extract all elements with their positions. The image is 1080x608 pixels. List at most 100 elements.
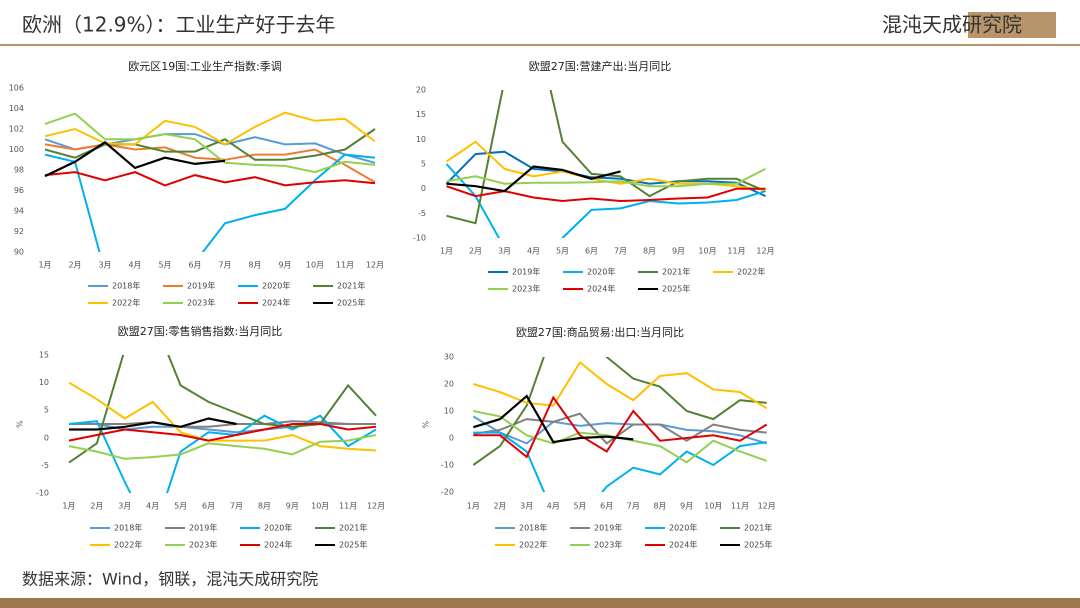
- y-tick-label: -20: [441, 488, 454, 497]
- x-tick-label: 11月: [727, 247, 745, 256]
- legend-label: 2018年: [519, 523, 547, 533]
- x-tick-label: 1月: [440, 247, 453, 256]
- source-note: 数据来源：Wind，钢联，混沌天成研究院: [22, 570, 318, 589]
- x-tick-label: 3月: [118, 502, 131, 511]
- series-line: [68, 414, 377, 493]
- legend-label: 2019年: [594, 523, 622, 533]
- x-tick-label: 6月: [188, 261, 201, 270]
- x-tick-label: 1月: [467, 502, 480, 511]
- x-tick-label: 3月: [520, 502, 533, 511]
- legend-label: 2024年: [669, 540, 697, 550]
- legend-label: 2023年: [189, 540, 217, 550]
- x-tick-label: 4月: [146, 502, 159, 511]
- legend-label: 2019年: [512, 267, 540, 277]
- x-tick-label: 5月: [158, 261, 171, 270]
- legend-label: 2024年: [264, 540, 292, 550]
- x-tick-label: 12月: [758, 502, 776, 511]
- y-tick-label: 10: [444, 407, 454, 416]
- x-tick-label: 6月: [585, 247, 598, 256]
- y-tick-label: 5: [44, 406, 49, 415]
- legend-label: 2020年: [587, 267, 615, 277]
- legend-label: 2022年: [112, 298, 140, 308]
- x-tick-label: 2月: [493, 502, 506, 511]
- y-tick-label: 90: [14, 248, 24, 257]
- series-line: [445, 150, 766, 198]
- legend-label: 2022年: [114, 540, 142, 550]
- x-tick-label: 11月: [339, 502, 357, 511]
- x-tick-label: 5月: [573, 502, 586, 511]
- x-tick-label: 9月: [680, 502, 693, 511]
- y-tick-label: 96: [14, 186, 24, 195]
- y-tick-label: 106: [9, 84, 24, 93]
- y-tick-label: 104: [9, 104, 24, 113]
- logo: 混沌天成研究院: [882, 13, 1022, 37]
- y-axis-label: %: [422, 420, 431, 428]
- plot-area: [68, 355, 377, 493]
- legend-label: 2023年: [512, 284, 540, 294]
- y-tick-label: 100: [9, 145, 24, 154]
- chart-title: 欧元区19国:工业生产指数:季调: [128, 59, 281, 73]
- x-tick-label: 10月: [306, 261, 324, 270]
- x-tick-label: 7月: [627, 502, 640, 511]
- legend-label: 2021年: [744, 523, 772, 533]
- x-tick-label: 12月: [366, 261, 384, 270]
- chart-title: 欧盟27国:零售销售指数:当月同比: [118, 324, 282, 338]
- series-line: [44, 140, 226, 178]
- y-axis-label: %: [16, 420, 25, 428]
- chart-title: 欧盟27国:商品贸易:出口:当月同比: [516, 325, 684, 339]
- series-line: [44, 153, 376, 252]
- y-tick-label: 20: [444, 380, 454, 389]
- series-line: [446, 168, 766, 188]
- series-line: [473, 360, 768, 410]
- legend-label: 2025年: [744, 540, 772, 550]
- y-tick-label: 5: [421, 160, 426, 169]
- x-tick-label: 11月: [336, 261, 354, 270]
- legend-label: 2023年: [594, 540, 622, 550]
- series-line: [472, 357, 767, 466]
- x-tick-label: 4月: [547, 502, 560, 511]
- legend-label: 2021年: [337, 281, 365, 291]
- series-line: [473, 395, 768, 459]
- x-tick-label: 7月: [230, 502, 243, 511]
- slide-title: 欧洲（12.9%）：工业生产好于去年: [22, 13, 336, 37]
- x-tick-label: 1月: [62, 502, 75, 511]
- legend-label: 2020年: [264, 523, 292, 533]
- plot-area: [472, 357, 768, 492]
- legend-label: 2019年: [189, 523, 217, 533]
- x-tick-label: 4月: [128, 261, 141, 270]
- x-tick-label: 7月: [218, 261, 231, 270]
- legend-label: 2021年: [339, 523, 367, 533]
- x-tick-label: 2月: [68, 261, 81, 270]
- x-tick-label: 6月: [600, 502, 613, 511]
- y-tick-label: 94: [14, 207, 24, 216]
- legend-label: 2023年: [187, 298, 215, 308]
- legend-label: 2020年: [262, 281, 290, 291]
- series-line: [472, 415, 767, 445]
- x-tick-label: 10月: [311, 502, 329, 511]
- series-line: [473, 431, 767, 492]
- x-tick-label: 4月: [527, 247, 540, 256]
- x-tick-label: 1月: [38, 261, 51, 270]
- plot-area: [445, 90, 766, 238]
- legend-label: 2022年: [737, 267, 765, 277]
- legend-label: 2021年: [662, 267, 690, 277]
- x-tick-label: 8月: [258, 502, 271, 511]
- y-tick-label: 92: [14, 227, 24, 236]
- y-tick-label: 10: [39, 378, 49, 387]
- x-tick-label: 3月: [98, 261, 111, 270]
- x-tick-label: 9月: [286, 502, 299, 511]
- logo-box: [968, 12, 1056, 38]
- x-tick-label: 8月: [653, 502, 666, 511]
- series-line: [44, 111, 376, 146]
- series-line: [472, 394, 634, 444]
- series-line: [446, 165, 621, 193]
- series-line: [473, 412, 767, 445]
- series-line: [68, 434, 377, 460]
- series-line: [445, 163, 766, 238]
- plot-area: [44, 111, 376, 252]
- x-tick-label: 8月: [248, 261, 261, 270]
- x-tick-label: 5月: [174, 502, 187, 511]
- series-line: [68, 355, 377, 464]
- series-line: [69, 417, 237, 431]
- series-line: [44, 112, 376, 174]
